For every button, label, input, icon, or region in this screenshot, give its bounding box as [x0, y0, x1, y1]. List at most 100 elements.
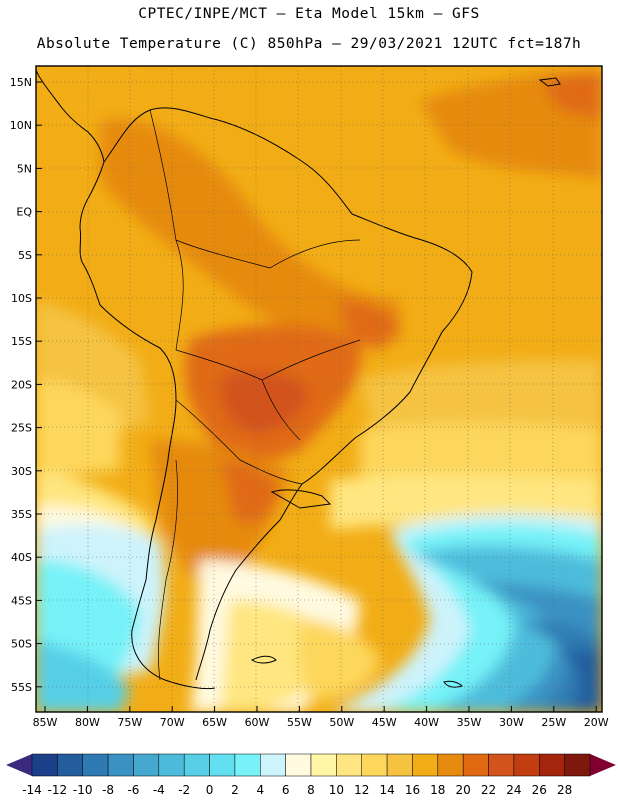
- coast-south-georgia: [443, 680, 463, 688]
- colorbar-swatch: [336, 753, 362, 777]
- field-patch-minus12-satlantic: [560, 650, 602, 712]
- colorbar-label: 22: [481, 783, 496, 797]
- lat-label: 50S: [11, 638, 32, 651]
- lon-label: 80W: [75, 716, 100, 729]
- coast-atlantic: [103, 107, 473, 681]
- colorbar-swatch: [183, 753, 210, 777]
- lat-label: 15N: [10, 76, 32, 89]
- colorbar-label: -4: [153, 783, 165, 797]
- colorbar-right-arrow: [590, 754, 616, 776]
- field-patch-0-spacific: [36, 640, 130, 712]
- lat-label: EQ: [16, 206, 32, 219]
- lat-label: 45S: [11, 594, 32, 607]
- colorbar-swatch: [564, 753, 591, 777]
- field-patch-16-nw: [40, 70, 140, 120]
- field-patch-20-ne: [340, 300, 400, 350]
- border-guianas: [269, 239, 361, 269]
- border-brazil-interior: [261, 339, 361, 381]
- colorbar-label: -14: [22, 783, 42, 797]
- lat-label: 10N: [10, 119, 32, 132]
- lon-label: 85W: [33, 716, 58, 729]
- latitude-axis: 15N 10N 5N EQ 5S 10S 15S 20S 25S 30S 35S 40S 45S 50S 5…: [10, 76, 42, 694]
- chart-title-line2: Absolute Temperature (C) 850hPa – 29/03/…: [36, 36, 582, 52]
- colorbar-swatch: [386, 753, 413, 777]
- colorbar-label: 14: [379, 783, 394, 797]
- field-patch-20-argentina: [220, 460, 280, 524]
- country-borders: [149, 109, 361, 681]
- field-patch-18-continent: [100, 118, 400, 343]
- colorbar: -14 -12 -10 -8 -6 -4 -2 0 2 4 6 8 10 12 14 16 18 20 22 24 26…: [6, 753, 616, 797]
- lon-label: 20W: [584, 716, 609, 729]
- lon-label: 30W: [499, 716, 524, 729]
- colorbar-swatch: [513, 753, 540, 777]
- lat-label: 55S: [11, 681, 32, 694]
- colorbar-left-arrow: [6, 754, 32, 776]
- border-peru-brazil: [175, 239, 184, 351]
- colorbar-label: 8: [307, 783, 315, 797]
- longitude-axis: 85W 80W 75W 70W 65W 60W 55W 50W 45W 40W 35W 30W 25W 2…: [33, 706, 609, 729]
- lat-label: 10S: [11, 292, 32, 305]
- colorbar-label: -12: [48, 783, 68, 797]
- colorbar-swatch: [260, 753, 286, 777]
- colorbar-label: 6: [282, 783, 290, 797]
- colorbar-swatch: [133, 753, 160, 777]
- lat-label: 5S: [18, 249, 32, 262]
- colorbar-swatch: [412, 753, 439, 777]
- lat-label: 5N: [17, 162, 32, 175]
- colorbar-label: -6: [127, 783, 139, 797]
- colorbar-swatch: [209, 753, 236, 777]
- lat-label: 40S: [11, 551, 32, 564]
- lat-label: 15S: [11, 335, 32, 348]
- colorbar-label: 10: [329, 783, 344, 797]
- lon-label: 70W: [160, 716, 185, 729]
- lon-label: 40W: [414, 716, 439, 729]
- colorbar-label: 24: [506, 783, 521, 797]
- lon-label: 45W: [372, 716, 397, 729]
- colorbar-swatch: [82, 753, 109, 777]
- colorbar-swatch: [285, 753, 312, 777]
- colorbar-swatch: [437, 753, 464, 777]
- lon-label: 65W: [202, 716, 227, 729]
- chart-title-line1: CPTEC/INPE/MCT – Eta Model 15km – GFS: [138, 6, 480, 22]
- colorbar-swatch: [462, 753, 489, 777]
- colorbar-label: 18: [430, 783, 445, 797]
- lat-label: 35S: [11, 508, 32, 521]
- colorbar-swatch: [488, 753, 515, 777]
- colorbar-label: -8: [102, 783, 114, 797]
- colorbar-label: 26: [532, 783, 547, 797]
- lon-label: 25W: [541, 716, 566, 729]
- lon-label: 50W: [329, 716, 354, 729]
- lat-label: 30S: [11, 465, 32, 478]
- colorbar-swatch: [31, 753, 58, 777]
- lat-label: 25S: [11, 422, 32, 435]
- colorbar-label: 0: [206, 783, 214, 797]
- lon-label: 55W: [287, 716, 312, 729]
- colorbar-swatch: [539, 753, 565, 777]
- colorbar-label: 12: [354, 783, 369, 797]
- colorbar-swatch: [361, 753, 388, 777]
- colorbar-swatch: [57, 753, 83, 777]
- colorbar-label: 28: [557, 783, 572, 797]
- colorbar-swatch: [310, 753, 337, 777]
- coast-rio-de-la-plata: [270, 489, 332, 509]
- colorbar-swatch: [234, 753, 261, 777]
- colorbar-swatch: [158, 753, 185, 777]
- border-chile-argentina: [158, 459, 178, 681]
- lon-label: 35W: [457, 716, 482, 729]
- colorbar-label: 20: [456, 783, 471, 797]
- colorbar-label: -10: [73, 783, 93, 797]
- temperature-field: [36, 66, 602, 712]
- field-patch-20-atlantic: [540, 72, 602, 120]
- lon-label: 60W: [245, 716, 270, 729]
- colorbar-label: 4: [256, 783, 264, 797]
- lon-label: 75W: [117, 716, 142, 729]
- coast-caribbean-island: [538, 77, 561, 87]
- border-argentina-north: [175, 399, 303, 485]
- border-bolivia: [175, 349, 301, 441]
- colorbar-label: 2: [231, 783, 239, 797]
- lat-label: 20S: [11, 378, 32, 391]
- coastlines: [36, 69, 561, 690]
- field-patch-22-core: [221, 370, 310, 433]
- coast-pacific: [36, 69, 216, 690]
